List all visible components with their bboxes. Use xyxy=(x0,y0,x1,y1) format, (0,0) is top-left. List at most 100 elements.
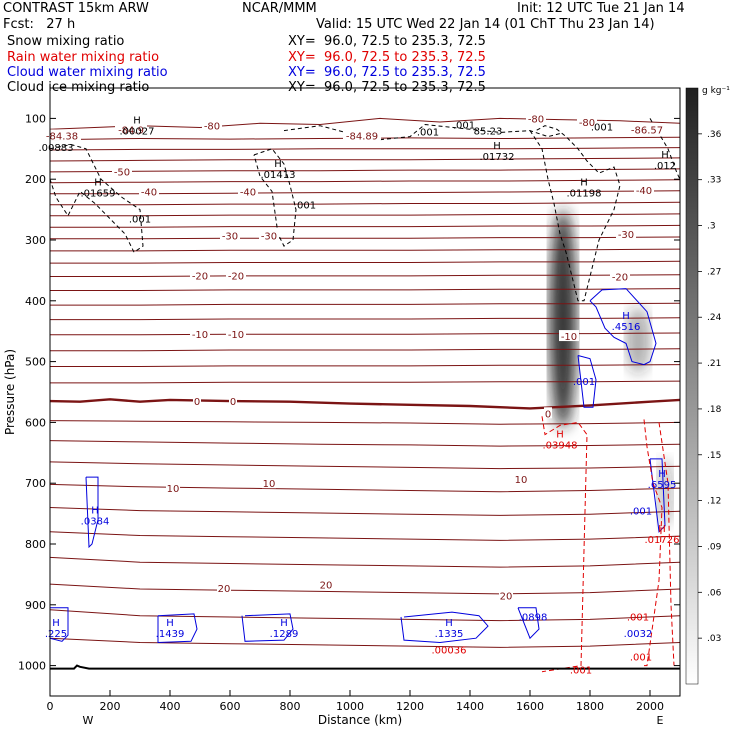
mixing-ratio-shading xyxy=(549,209,673,526)
x-tick-label-7: 1400 xyxy=(456,700,484,713)
cloud-water-contour-6 xyxy=(400,611,489,644)
isotherm-24 xyxy=(50,461,680,470)
isotherm-label-bg-2 xyxy=(343,129,381,141)
cloud-water-contour-1 xyxy=(577,355,597,408)
isotherm-18 xyxy=(50,348,680,352)
isotherm-29 xyxy=(50,583,680,595)
ice-contour-1 xyxy=(253,148,297,247)
isotherm-25 xyxy=(50,483,680,493)
isotherm-label-bg-28 xyxy=(499,589,513,601)
isotherm-17 xyxy=(50,332,680,336)
rain-contour-0 xyxy=(541,416,588,673)
x-axis-label: Distance (km) xyxy=(318,713,402,727)
colorbar-tick-11: .03 xyxy=(707,634,721,644)
isotherm-label-bg-21 xyxy=(229,395,237,407)
isotherm-label-16: -20 xyxy=(612,272,628,283)
isotherm-label-bg-15 xyxy=(226,269,246,281)
init-time: Init: 12 UTC Tue 21 Jan 14 xyxy=(517,1,685,16)
max-value-9: .01732 xyxy=(480,152,515,163)
isotherm-label-bg-14 xyxy=(190,269,210,281)
y-tick-label-1: 200 xyxy=(25,173,46,186)
isotherm-label-21: 0 xyxy=(230,397,236,408)
y-axis-label: Pressure (hPa) xyxy=(3,349,17,435)
colorbar-tick-2: .3 xyxy=(707,222,716,232)
shade-blob-2 xyxy=(657,458,673,526)
max-letter-16: H xyxy=(91,506,99,517)
isotherm-labels: -84.9 -80 -84.89 -80 -80 -86.57 -84.38 -50 -40 -4… xyxy=(43,112,666,603)
isotherm-label-10: -40 xyxy=(636,186,652,197)
rain-contour-1 xyxy=(643,419,663,667)
isotherm-12 xyxy=(50,260,680,264)
max-value-16: .0384 xyxy=(81,517,110,528)
max-letter-9: H xyxy=(493,141,501,152)
isotherm-label-3: -80 xyxy=(528,114,544,125)
isotherm-label-bg-25 xyxy=(514,472,528,484)
colorbar-ticks: .36 .33 .3 .27 .24 .21 .18 .15 .12 .09 .06 .03 xyxy=(698,130,722,644)
ice-contour-2 xyxy=(283,123,561,141)
east-endpoint: E xyxy=(657,714,664,727)
y-tick-label-7: 800 xyxy=(25,538,46,551)
isotherm-label-0: -84.9 xyxy=(118,125,144,136)
max-value-26: .001 xyxy=(627,613,649,624)
plot-frame xyxy=(49,87,681,697)
max-value-5: .001 xyxy=(294,201,316,212)
max-letter-12: H xyxy=(580,177,588,188)
legend-cloudwater-label: Cloud water mixing ratio xyxy=(7,65,168,80)
x-tick-label-2: 400 xyxy=(160,700,181,713)
max-letter-19: H xyxy=(658,524,666,535)
max-value-21: .225 xyxy=(45,629,67,640)
surface-pressure-line xyxy=(50,664,680,670)
isotherm-label-bg-10 xyxy=(634,184,654,196)
isotherm-label-4: -80 xyxy=(579,118,595,129)
isotherm-15 xyxy=(50,302,680,306)
legend-cloudwater-xy: XY= 96.0, 72.5 to 235.3, 72.5 xyxy=(288,65,486,80)
max-value-4: .01413 xyxy=(261,170,296,181)
legend-rain-label: Rain water mixing ratio xyxy=(7,50,160,65)
cloud-water-contour-3 xyxy=(50,607,69,642)
isotherm-label-bg-5 xyxy=(628,123,666,135)
isotherm-19 xyxy=(50,364,680,367)
isotherm-2 xyxy=(50,147,680,151)
max-value-14: .001 xyxy=(573,377,595,388)
cloud-water-contour-7 xyxy=(517,607,540,640)
isotherm-13 xyxy=(50,274,680,277)
isotherm-label-bg-12 xyxy=(259,229,279,241)
ice-contour-3 xyxy=(529,125,621,302)
isotherm-label-bg-16 xyxy=(610,270,630,282)
isotherm-label-9: -40 xyxy=(240,187,256,198)
shade-blob-1 xyxy=(626,306,650,374)
x-tick-label-4: 800 xyxy=(280,700,301,713)
colorbar-tick-5: .21 xyxy=(707,359,721,369)
max-value-25: .00036 xyxy=(432,646,467,657)
cloud-water-contour-2 xyxy=(85,476,99,549)
cloud-water-contour-4 xyxy=(157,613,198,644)
shade-blob-0 xyxy=(549,209,577,429)
y-tick-label-9: 1000 xyxy=(18,660,46,673)
isotherm-label-5: -86.57 xyxy=(631,125,663,136)
max-letter-17: H xyxy=(658,469,666,480)
colorbar-tick-9: .09 xyxy=(707,542,722,552)
cloud-water-contours xyxy=(50,288,666,644)
y-tick-label-5: 600 xyxy=(25,416,46,429)
isotherm-label-bg-4 xyxy=(577,116,597,128)
isotherms xyxy=(50,117,680,648)
max-letter-23: H xyxy=(280,618,288,629)
valid-time: Valid: 15 UTC Wed 22 Jan 14 (01 ChT Thu … xyxy=(316,17,655,32)
isotherm-label-bg-23 xyxy=(166,482,180,494)
colorbar-tick-10: .06 xyxy=(707,588,722,598)
isotherm-30 xyxy=(50,609,680,622)
max-letter-0: H xyxy=(133,115,141,126)
isotherm-22 xyxy=(50,420,680,425)
isotherm-label-bg-6 xyxy=(43,129,81,141)
rain-water-contours xyxy=(541,416,675,673)
cloud-water-contour-0 xyxy=(589,288,657,366)
isotherm-label-bg-26 xyxy=(217,581,231,593)
max-value-3: .001 xyxy=(129,215,151,226)
y-tick-label-8: 900 xyxy=(25,599,46,612)
surface-line xyxy=(50,664,680,670)
max-letter-21: H xyxy=(52,618,60,629)
west-endpoint: W xyxy=(83,714,94,727)
colorbar-tick-7: .15 xyxy=(707,451,721,461)
max-value-15: .03948 xyxy=(543,441,578,452)
isotherm-10 xyxy=(50,236,680,240)
